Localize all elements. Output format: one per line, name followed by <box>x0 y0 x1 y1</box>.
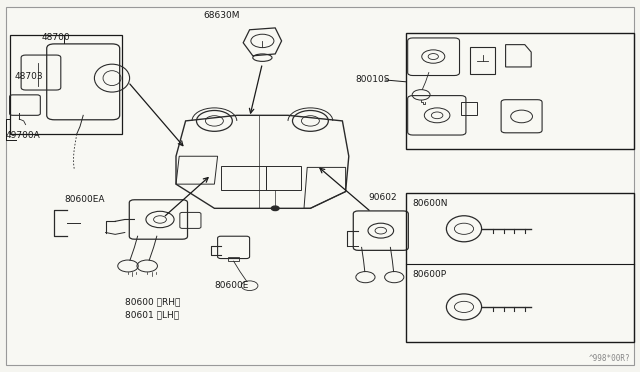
Text: 80010S: 80010S <box>355 76 390 84</box>
Bar <box>406 193 634 342</box>
Bar <box>470 46 495 74</box>
Text: 80600N: 80600N <box>413 199 448 208</box>
Text: 80600 〈RH〉: 80600 〈RH〉 <box>125 298 180 307</box>
Text: 80600EA: 80600EA <box>64 195 104 204</box>
Bar <box>461 102 477 115</box>
Bar <box>266 166 301 190</box>
Text: 49700A: 49700A <box>5 131 40 140</box>
Text: 68630M: 68630M <box>204 12 240 20</box>
Bar <box>228 257 239 261</box>
Text: 48703: 48703 <box>14 72 43 81</box>
Text: 48700: 48700 <box>42 33 70 42</box>
Text: 80601 〈LH〉: 80601 〈LH〉 <box>125 311 179 320</box>
Text: ^998*00R?: ^998*00R? <box>589 354 630 363</box>
Text: 80600P: 80600P <box>413 270 447 279</box>
Circle shape <box>271 206 279 211</box>
Text: 80600E: 80600E <box>214 281 249 290</box>
Bar <box>221 166 266 190</box>
Text: 90602: 90602 <box>368 193 397 202</box>
Bar <box>406 33 634 149</box>
Bar <box>10 35 122 134</box>
